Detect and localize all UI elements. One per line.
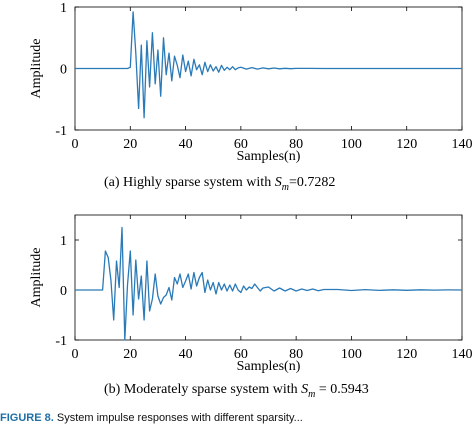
y-tick-label: -1 (55, 124, 67, 139)
series-line (75, 11, 462, 119)
y-tick-label: -1 (55, 334, 67, 349)
x-axis-label: Samples(n) (237, 149, 301, 164)
x-tick-label: 140 (452, 347, 473, 362)
chart-top: 0 20 40 60 80 100 120 140 1 0 -1 Samples(n) Amplitud… (29, 1, 473, 164)
x-axis-label: Samples(n) (237, 359, 301, 374)
x-tick-label: 80 (289, 347, 303, 362)
x-tick-label: 20 (123, 347, 137, 362)
chart-bottom: 0 20 40 60 80 100 120 140 1 0 -1 Samples(n) Amplitud… (29, 214, 473, 374)
x-tick-label: 60 (234, 137, 248, 152)
x-tick-label: 120 (396, 137, 417, 152)
series-line (75, 226, 463, 341)
x-tick-label: 80 (289, 137, 303, 152)
y-tick-label: 1 (60, 234, 67, 249)
x-tick-label: 60 (234, 347, 248, 362)
x-tick-label: 0 (72, 137, 79, 152)
plot-frame (74, 214, 463, 341)
x-tick-label: 140 (452, 137, 473, 152)
x-tick-label: 40 (179, 347, 193, 362)
figure-caption: FIGURE 8. System impulse responses with … (0, 412, 303, 424)
y-tick-label: 1 (60, 1, 67, 16)
x-tick-label: 0 (72, 347, 79, 362)
x-tick-label: 100 (341, 137, 362, 152)
y-axis-label: Amplitude (29, 248, 44, 308)
x-tick-label: 40 (179, 137, 193, 152)
x-tick-label: 100 (341, 347, 362, 362)
caption-top: (a) Highly sparse system with Sm=0.7282 (104, 175, 336, 193)
y-axis-label: Amplitude (29, 39, 44, 99)
caption-bottom: (b) Moderately sparse system with Sm = 0… (104, 382, 369, 400)
y-tick-label: 0 (60, 63, 67, 78)
y-tick-label: 0 (60, 284, 67, 299)
x-tick-label: 120 (396, 347, 417, 362)
x-tick-label: 20 (123, 137, 137, 152)
